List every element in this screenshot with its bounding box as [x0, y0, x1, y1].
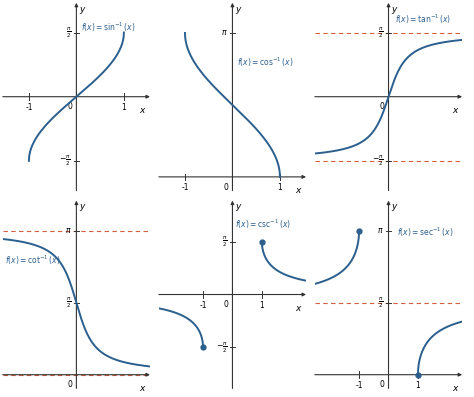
Text: $\pi$: $\pi$ [64, 226, 71, 235]
Text: 0: 0 [67, 102, 72, 111]
Text: 1: 1 [416, 381, 420, 390]
Text: $f(x) = \cos^{-1}(x)$: $f(x) = \cos^{-1}(x)$ [237, 56, 294, 69]
Text: $-\frac{\pi}{2}$: $-\frac{\pi}{2}$ [372, 154, 383, 168]
Text: $f(x) = \cot^{-1}(x)$: $f(x) = \cot^{-1}(x)$ [6, 253, 61, 267]
Text: $y$: $y$ [392, 5, 399, 15]
Text: 0: 0 [223, 183, 228, 191]
Text: 1: 1 [121, 103, 126, 112]
Text: 0: 0 [379, 380, 384, 389]
Text: $x$: $x$ [295, 186, 303, 195]
Text: $y$: $y$ [236, 5, 243, 15]
Text: -1: -1 [181, 183, 189, 193]
Text: $y$: $y$ [392, 202, 399, 214]
Text: 1: 1 [260, 301, 264, 310]
Text: 1: 1 [278, 183, 283, 193]
Text: $\frac{\pi}{2}$: $\frac{\pi}{2}$ [378, 295, 383, 310]
Text: $\pi$: $\pi$ [220, 29, 228, 37]
Text: 0: 0 [379, 102, 384, 111]
Text: -1: -1 [199, 301, 207, 310]
Text: $-\frac{\pi}{2}$: $-\frac{\pi}{2}$ [216, 340, 228, 355]
Text: $x$: $x$ [295, 304, 303, 313]
Text: $f(x) = \sin^{-1}(x)$: $f(x) = \sin^{-1}(x)$ [81, 21, 136, 34]
Text: $\pi$: $\pi$ [377, 226, 383, 235]
Text: $y$: $y$ [79, 202, 87, 214]
Text: $f(x) = \sec^{-1}(x)$: $f(x) = \sec^{-1}(x)$ [397, 226, 454, 239]
Text: 0: 0 [67, 380, 72, 389]
Text: $\frac{\pi}{2}$: $\frac{\pi}{2}$ [66, 295, 71, 310]
Text: $x$: $x$ [139, 106, 147, 115]
Text: $x$: $x$ [452, 106, 459, 115]
Text: $-\frac{\pi}{2}$: $-\frac{\pi}{2}$ [59, 154, 71, 168]
Text: 0: 0 [223, 300, 228, 309]
Text: $\frac{\pi}{2}$: $\frac{\pi}{2}$ [66, 25, 71, 40]
Text: $\frac{\pi}{2}$: $\frac{\pi}{2}$ [378, 25, 383, 40]
Text: $f(x) = \tan^{-1}(x)$: $f(x) = \tan^{-1}(x)$ [395, 12, 451, 26]
Text: $y$: $y$ [236, 202, 243, 214]
Text: -1: -1 [356, 381, 363, 390]
Text: $f(x) = \csc^{-1}(x)$: $f(x) = \csc^{-1}(x)$ [236, 218, 292, 231]
Text: $x$: $x$ [452, 384, 459, 393]
Text: $x$: $x$ [139, 384, 147, 393]
Text: -1: -1 [25, 103, 33, 112]
Text: $\frac{\pi}{2}$: $\frac{\pi}{2}$ [222, 234, 228, 249]
Text: $y$: $y$ [79, 5, 87, 15]
